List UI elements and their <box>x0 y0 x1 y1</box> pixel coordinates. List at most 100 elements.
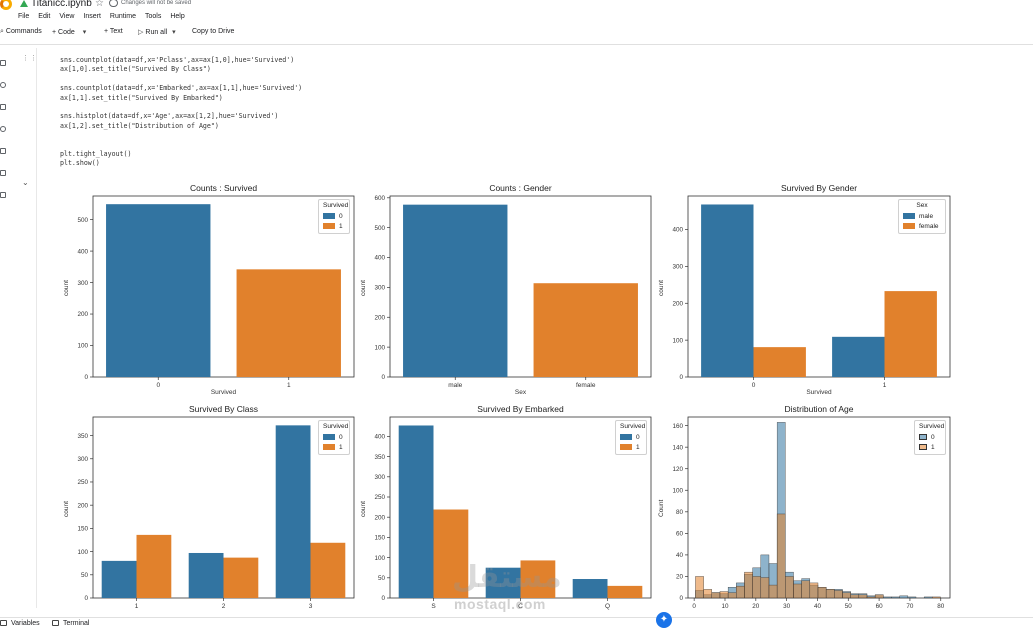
x-tick-label: 80 <box>937 603 945 610</box>
collapse-output-icon[interactable]: ⌄ <box>22 178 29 187</box>
legend-label: 0 <box>636 433 640 441</box>
menu-edit[interactable]: Edit <box>38 13 51 20</box>
menu-tools[interactable]: Tools <box>144 13 162 20</box>
legend-swatch <box>919 444 927 450</box>
y-tick-label: 250 <box>77 479 88 486</box>
hist-bar <box>891 596 900 599</box>
x-axis-label: Survived <box>210 389 237 396</box>
y-tick-label: 100 <box>374 555 385 562</box>
hist-bar <box>768 584 778 599</box>
y-tick-label: 0 <box>84 595 88 602</box>
bar <box>106 204 211 377</box>
legend-label: 1 <box>931 443 935 451</box>
commands-button[interactable]: ⌕ Commands <box>0 28 42 36</box>
files-icon[interactable] <box>0 170 6 176</box>
legend-label: 1 <box>339 222 343 230</box>
y-tick-label: 50 <box>378 575 386 582</box>
legend-swatch <box>323 223 335 229</box>
chart-legend: Survived 0 1 <box>318 199 350 234</box>
x-tick-label: 3 <box>309 603 313 610</box>
menu-bar: File Edit View Insert Runtime Tools Help <box>18 13 185 23</box>
legend-swatch <box>323 444 335 450</box>
x-tick-label: 1 <box>883 382 887 389</box>
run-all-button[interactable]: ▷ Run all ▾ <box>138 28 178 36</box>
menu-help[interactable]: Help <box>170 13 185 20</box>
code-editor[interactable]: sns.countplot(data=df,x='Pclass',ax=ax[1… <box>60 56 302 169</box>
x-tick-label: 10 <box>721 603 729 610</box>
drag-handle-icon[interactable]: ⋮⋮ <box>22 55 38 62</box>
chevron-down-icon[interactable]: ▾ <box>172 29 176 36</box>
secrets-icon[interactable] <box>0 126 6 132</box>
y-tick-label: 350 <box>77 433 88 440</box>
search-icon[interactable] <box>0 82 6 88</box>
legend-title: Survived <box>323 423 349 430</box>
x-tick-label: 60 <box>876 603 884 610</box>
add-code-button[interactable]: + Code ▾ <box>52 28 88 36</box>
chevron-down-icon[interactable]: ▾ <box>82 29 87 36</box>
star-icon[interactable]: ☆ <box>95 0 104 9</box>
variables-label: Variables <box>11 620 40 627</box>
legend-entry: 1 <box>323 442 345 452</box>
y-tick-label: 100 <box>374 344 385 351</box>
y-tick-label: 200 <box>77 502 88 509</box>
legend-swatch <box>903 213 915 219</box>
colab-logo-icon[interactable] <box>0 0 12 10</box>
terminal-button[interactable]: Terminal <box>52 620 89 627</box>
variables-button[interactable]: Variables <box>0 620 40 627</box>
hist-bar <box>825 589 835 599</box>
add-text-label: + Text <box>104 28 123 35</box>
notebook-title[interactable]: Titanicc.ipynb <box>31 0 92 9</box>
gemini-sparkle-icon[interactable]: ✦ <box>656 612 672 628</box>
y-tick-label: 300 <box>672 264 683 271</box>
bar <box>310 542 346 598</box>
add-code-label: + Code <box>52 29 75 36</box>
legend-swatch <box>620 434 632 440</box>
left-rail <box>0 52 8 202</box>
menu-view[interactable]: View <box>59 13 75 20</box>
hist-bar <box>752 576 762 599</box>
key-icon[interactable] <box>0 148 6 154</box>
legend-title: Survived <box>323 202 349 209</box>
y-tick-label: 0 <box>84 374 88 381</box>
y-tick-label: 40 <box>676 552 684 559</box>
y-tick-label: 20 <box>676 574 684 581</box>
x-axis-label: Survived <box>806 389 832 396</box>
copy-to-drive-button[interactable]: Copy to Drive <box>192 28 234 35</box>
bar <box>572 579 608 598</box>
legend-label: 1 <box>339 443 343 451</box>
terminal-icon[interactable] <box>0 192 6 198</box>
menu-file[interactable]: File <box>18 13 30 20</box>
legend-entry: 1 <box>919 442 941 452</box>
bar <box>136 534 172 598</box>
hist-bar <box>883 596 892 599</box>
y-tick-label: 400 <box>374 255 385 262</box>
legend-label: 1 <box>636 443 640 451</box>
code-line: sns.countplot(data=df,x='Pclass',ax=ax[1… <box>60 56 295 64</box>
bar <box>223 557 259 598</box>
plot-frame <box>687 195 951 378</box>
x-tick-label: 1 <box>135 603 139 610</box>
legend-swatch <box>323 434 335 440</box>
toc-icon[interactable] <box>0 60 6 66</box>
y-tick-label: 600 <box>374 195 385 202</box>
code-line: ax[1,0].set_title("Survived By Class") <box>60 65 211 74</box>
hist-bar <box>907 596 917 599</box>
bar <box>533 283 638 377</box>
bar <box>701 204 754 377</box>
add-text-button[interactable]: + Text <box>104 28 123 35</box>
chart-legend: Survived 0 1 <box>615 420 647 455</box>
menu-runtime[interactable]: Runtime <box>109 13 136 20</box>
y-tick-label: 100 <box>77 343 88 350</box>
menu-insert[interactable]: Insert <box>83 13 101 20</box>
code-icon[interactable] <box>0 104 6 110</box>
y-tick-label: 0 <box>381 374 385 381</box>
toolbar: ⌕ Commands + Code ▾ + Text ▷ Run all ▾ Cop… <box>0 28 1033 40</box>
code-line: ax[1,1].set_title("Survived By Embarked"… <box>60 93 223 102</box>
legend-title: Survived <box>620 423 646 430</box>
title-bar: Titanicc.ipynb ☆ Changes will not be sav… <box>0 0 1033 11</box>
y-tick-label: 300 <box>77 456 88 463</box>
